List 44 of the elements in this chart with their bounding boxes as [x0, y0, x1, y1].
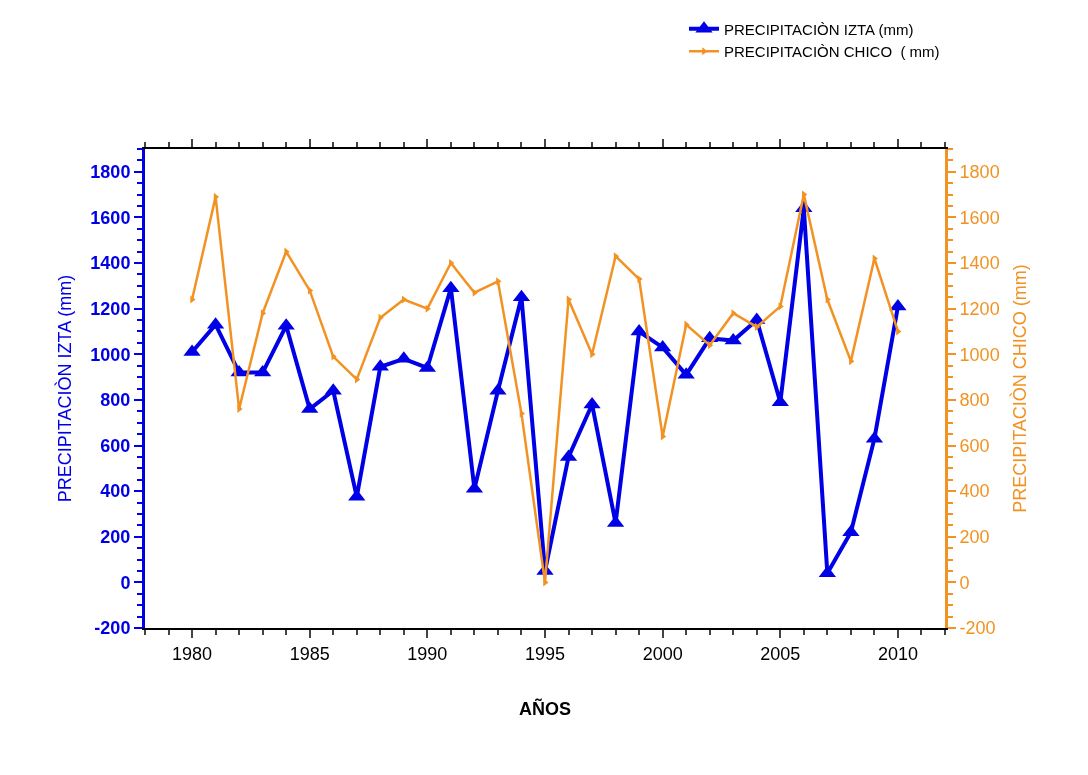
point — [307, 286, 314, 295]
x-tick-label: 2000 — [642, 643, 683, 664]
y2-tick-label: 1400 — [959, 253, 1000, 274]
point — [213, 192, 220, 201]
y2-tick-label: 1800 — [959, 162, 1000, 183]
x-tick-label: 1995 — [524, 643, 566, 664]
y-axis-title: PRECIPITACIÒN IZTA (mm) — [53, 274, 75, 503]
point — [613, 252, 620, 261]
y-tick-label: 600 — [100, 435, 131, 456]
y-tick-label: 400 — [100, 481, 131, 502]
point — [707, 341, 714, 350]
y-tick-label: -200 — [94, 618, 131, 639]
point — [660, 432, 667, 441]
point — [583, 396, 601, 409]
y2-tick-label: 200 — [959, 527, 990, 548]
x-tick-label: 2005 — [760, 643, 801, 664]
y2-tick-label: -200 — [959, 618, 996, 639]
y2-tick-label: 600 — [959, 435, 990, 456]
y-tick-label: 1400 — [90, 253, 131, 274]
y-tick-label: 0 — [120, 572, 131, 593]
x-tick-label: 2010 — [877, 643, 918, 664]
y2-tick-label: 1000 — [959, 344, 1000, 365]
x-tick-label: 1985 — [289, 643, 330, 664]
legend-label: PRECIPITACIÒN IZTA (mm) — [724, 20, 914, 38]
y2-tick-label: 1600 — [959, 207, 1000, 228]
y-tick-label: 1800 — [90, 162, 131, 183]
legend-label: PRECIPITACIÒN CHICO ( mm) — [724, 43, 940, 61]
y-tick-label: 800 — [100, 390, 131, 411]
point — [260, 309, 267, 318]
y-tick-label: 200 — [100, 527, 131, 548]
point — [889, 298, 907, 311]
y-tick-label: 1600 — [90, 207, 131, 228]
x-axis-title: AÑOS — [518, 698, 572, 720]
x-tick-label: 1990 — [407, 643, 448, 664]
y-tick-label: 1000 — [90, 344, 131, 365]
y2-tick-label: 1200 — [959, 298, 1000, 319]
y-tick-label: 1200 — [90, 298, 131, 319]
y2-tick-label: 400 — [959, 481, 990, 502]
point — [566, 295, 573, 304]
y2-tick-label: 800 — [959, 390, 990, 411]
y2-tick-label: 0 — [959, 572, 970, 593]
y2-axis-title: PRECIPITACIÒN CHICO (mm) — [1008, 264, 1030, 513]
x-tick-label: 1980 — [172, 643, 213, 664]
point — [630, 323, 648, 336]
